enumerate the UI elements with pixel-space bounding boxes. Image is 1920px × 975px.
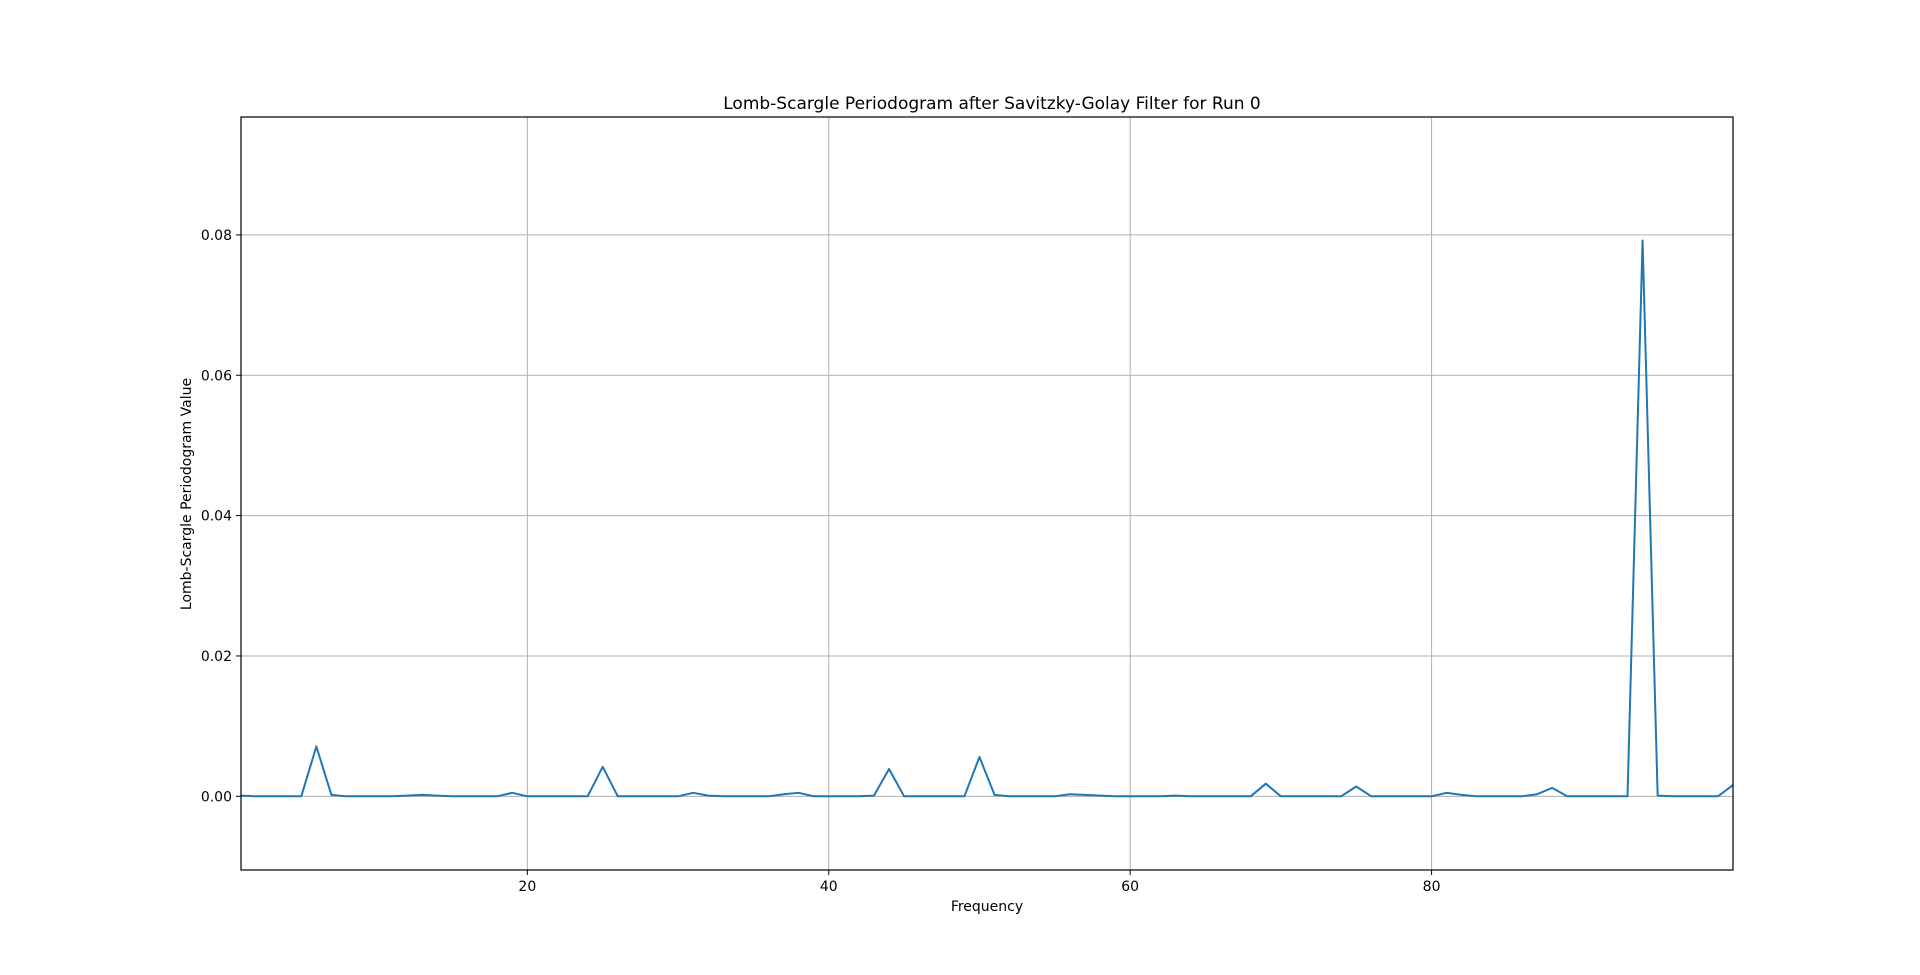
y-tick-label: 0.04 <box>201 509 232 525</box>
axes-frame <box>240 116 1734 871</box>
y-tick-label: 0.00 <box>201 789 232 805</box>
y-tick-label: 0.02 <box>201 649 232 665</box>
plot-area <box>240 239 1734 798</box>
x-tick-label: 40 <box>820 879 838 895</box>
x-tick-label: 60 <box>1121 879 1139 895</box>
chart-title: Lomb-Scargle Periodogram after Savitzky-… <box>723 94 1261 114</box>
y-axis: 0.00 0.02 0.04 0.06 0.08 <box>201 228 241 805</box>
series-line <box>240 239 1734 798</box>
y-tick-label: 0.08 <box>201 228 232 244</box>
x-axis: 20 40 60 80 <box>518 870 1440 895</box>
x-tick-label: 20 <box>518 879 536 895</box>
y-axis-label: Lomb-Scargle Periodogram Value <box>179 378 195 610</box>
x-axis-label: Frequency <box>951 899 1023 915</box>
y-tick-label: 0.06 <box>201 368 232 384</box>
gridlines <box>241 117 1733 870</box>
x-tick-label: 80 <box>1423 879 1441 895</box>
